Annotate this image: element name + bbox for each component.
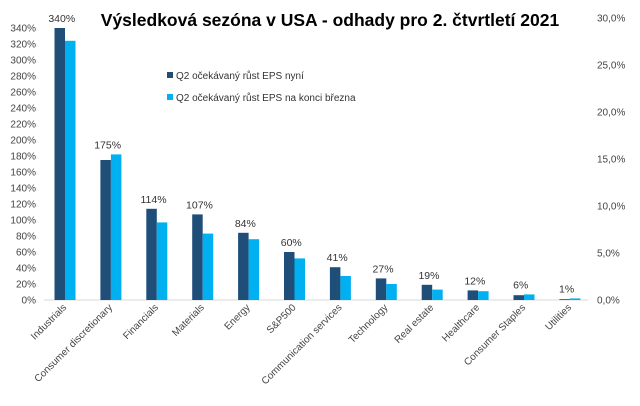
y-left-tick-label: 120% xyxy=(10,200,36,211)
data-label: 340% xyxy=(48,13,75,25)
bar-end-of-march xyxy=(294,258,305,300)
bar-now xyxy=(329,267,341,300)
legend-swatch-series-1 xyxy=(167,72,173,78)
y-right-tick-label: 15,0% xyxy=(597,155,625,166)
legend-label-series-2: Q2 očekávaný růst EPS na konci března xyxy=(176,92,356,104)
y-left-tick-label: 300% xyxy=(10,56,36,67)
bar-now xyxy=(467,290,479,300)
y-left-tick-label: 20% xyxy=(16,280,36,291)
bar-now xyxy=(559,299,570,300)
y-left-tick-label: 280% xyxy=(10,72,36,83)
legend-swatch-series-2 xyxy=(167,94,173,100)
data-label: 114% xyxy=(141,194,167,206)
y-left-tick-label: 40% xyxy=(16,264,36,275)
bar-now xyxy=(192,214,203,300)
x-tick-label: Healthcare xyxy=(440,302,482,344)
data-label: 6% xyxy=(513,279,528,291)
bar-now xyxy=(421,284,433,300)
data-label: 84% xyxy=(235,218,256,230)
bar-end-of-march xyxy=(386,284,397,300)
y-left-tick-label: 0% xyxy=(22,296,37,307)
x-tick-label: Energy xyxy=(223,302,253,332)
y-right-tick-label: 25,0% xyxy=(597,61,625,72)
bar-now xyxy=(238,232,249,300)
y-left-tick-label: 200% xyxy=(10,136,36,147)
legend-label-series-1: Q2 očekávaný růst EPS nyní xyxy=(176,70,304,82)
y-right-tick-label: 5,0% xyxy=(597,249,620,260)
x-tick-label: Technology xyxy=(347,302,391,346)
x-tick-label: Industrials xyxy=(29,302,69,342)
y-right-tick-label: 0,0% xyxy=(597,296,620,307)
chart-title: Výsledková sezóna v USA - odhady pro 2. … xyxy=(101,10,560,30)
x-tick-label: Utilities xyxy=(543,302,574,333)
y-left-tick-label: 80% xyxy=(16,232,36,243)
bar-end-of-march xyxy=(202,233,214,300)
y-left-tick-label: 340% xyxy=(10,24,36,35)
y-left-tick-label: 60% xyxy=(16,248,36,259)
bar-now xyxy=(513,295,524,300)
data-label: 175% xyxy=(94,139,121,151)
bar-end-of-march xyxy=(110,154,122,300)
x-tick-label: Materials xyxy=(170,302,206,338)
x-tick-label: Communication services xyxy=(260,302,345,387)
x-tick-label: S&P500 xyxy=(265,302,299,336)
x-tick-label: Financials xyxy=(121,302,161,342)
bar-end-of-march xyxy=(524,294,535,300)
y-left-tick-label: 180% xyxy=(10,152,36,163)
y-left-tick-label: 160% xyxy=(10,168,36,179)
y-left-tick-label: 220% xyxy=(10,120,36,131)
bar-end-of-march xyxy=(569,298,581,300)
bar-now xyxy=(146,208,157,300)
y-axis-right: 0,0% 5,0% 10,0% 15,0% 20,0% 25,0% 30,0% xyxy=(597,14,625,307)
y-left-tick-label: 240% xyxy=(10,104,36,115)
y-right-tick-label: 30,0% xyxy=(597,14,625,25)
bar-end-of-march xyxy=(478,291,489,300)
bar-end-of-march xyxy=(65,40,76,301)
y-right-tick-label: 20,0% xyxy=(597,108,625,119)
bar-now xyxy=(100,160,111,300)
x-tick-label: Consumer discretionary xyxy=(33,302,115,384)
y-axis-left: 0% 20% 40% 60% 80% 100% 120% 140% 160% 180% 200% 22… xyxy=(10,24,36,307)
legend: Q2 očekávaný růst EPS nyní Q2 očekávaný … xyxy=(167,70,356,104)
y-left-tick-label: 100% xyxy=(10,216,36,227)
data-label: 12% xyxy=(464,275,485,287)
bar-end-of-march xyxy=(432,289,443,300)
bar-end-of-march xyxy=(248,239,260,300)
bar-now xyxy=(375,278,387,300)
bar-now xyxy=(54,28,65,300)
data-label: 60% xyxy=(281,237,302,249)
y-left-tick-label: 260% xyxy=(10,88,36,99)
bar-now xyxy=(284,252,295,300)
data-label: 27% xyxy=(373,263,394,275)
bar-end-of-march xyxy=(340,276,351,300)
data-label: 19% xyxy=(418,270,439,282)
bar-end-of-march xyxy=(156,222,168,300)
y-right-tick-label: 10,0% xyxy=(597,202,625,213)
data-label: 41% xyxy=(327,252,348,264)
data-label: 1% xyxy=(559,283,574,295)
y-left-tick-label: 320% xyxy=(10,40,36,51)
x-tick-label: Real estate xyxy=(393,302,437,346)
y-left-tick-label: 140% xyxy=(10,184,36,195)
data-label: 107% xyxy=(186,199,213,211)
bars: 340% 175% 114% 107% 84% 60% 41% 27% 19% 12% 6% 1% xyxy=(48,13,581,301)
